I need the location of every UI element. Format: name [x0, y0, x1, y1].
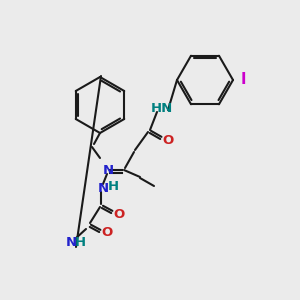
Text: O: O — [162, 134, 174, 146]
Text: O: O — [113, 208, 124, 220]
Text: N: N — [65, 236, 76, 248]
Text: H: H — [107, 179, 118, 193]
Text: N: N — [102, 164, 114, 176]
Text: HN: HN — [151, 103, 173, 116]
Text: O: O — [101, 226, 112, 239]
Text: H: H — [74, 236, 86, 248]
Text: I: I — [241, 73, 247, 88]
Text: N: N — [98, 182, 109, 194]
